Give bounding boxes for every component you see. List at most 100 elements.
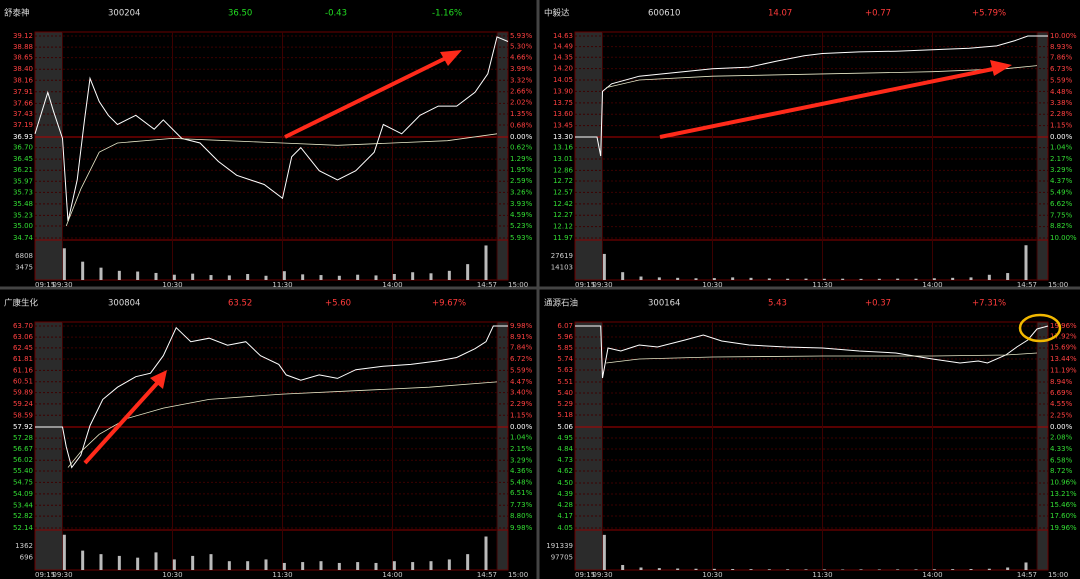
y-tick-label: 37.19 — [13, 121, 33, 129]
price-change: +5.60 — [325, 299, 351, 309]
volume-bar — [804, 278, 808, 280]
x-tick-label: 14:57 — [477, 281, 497, 289]
y2-tick-label: 8.94% — [1050, 378, 1073, 386]
volume-bar — [337, 275, 341, 280]
y2-tick-label: 1.95% — [510, 166, 533, 174]
y2-tick-label: 5.48% — [510, 478, 533, 486]
volume-bar — [859, 278, 863, 280]
y-tick-label: 4.05 — [557, 524, 573, 532]
y2-tick-label: 3.93% — [510, 200, 533, 208]
volume-bar — [969, 568, 973, 570]
y-tick-label: 39.12 — [13, 32, 33, 40]
stock-name: 中毅达 — [544, 8, 570, 19]
y2-tick-label: 5.93% — [510, 32, 533, 40]
y2-tick-label: 3.40% — [510, 389, 533, 397]
volume-bar — [319, 275, 323, 280]
y-tick-label: 4.62 — [557, 467, 573, 475]
y2-tick-label: 2.25% — [1050, 412, 1073, 420]
stock-panel: 舒泰神 300204 36.50 -0.43 -1.16% 39.12 38.88 38.65… — [4, 8, 533, 290]
volume-bar — [356, 562, 360, 570]
y2-tick-label: 5.23% — [510, 222, 533, 230]
y2-tick-label: 4.66% — [510, 54, 533, 62]
y2-tick-label: 4.47% — [510, 378, 533, 386]
last-price: 5.43 — [768, 299, 787, 309]
y2-tick-label: 6.58% — [1050, 456, 1073, 464]
y-tick-label: 54.09 — [13, 490, 33, 498]
y2-tick-label: 4.59% — [510, 211, 533, 219]
y2-tick-label: 3.32% — [510, 76, 533, 84]
auction-zone — [575, 32, 603, 280]
volume-bar — [786, 278, 790, 280]
y-tick-label: 6.07 — [557, 322, 573, 330]
x-tick-label: 11:30 — [272, 571, 292, 579]
y2-tick-label: 4.36% — [510, 467, 533, 475]
y2-tick-label: 5.93% — [510, 234, 533, 242]
y2-tick-label: 6.62% — [1050, 200, 1073, 208]
auction-zone — [35, 322, 63, 570]
stock-code: 300204 — [108, 9, 140, 19]
volume-bar — [749, 569, 753, 570]
volume-bar — [987, 568, 991, 570]
y-tick-label: 14.05 — [553, 76, 573, 84]
volume-bar — [786, 569, 790, 570]
y2-tick-label: 3.29% — [1050, 166, 1073, 174]
y2-tick-label: 8.82% — [1050, 222, 1073, 230]
volume-bar — [484, 536, 488, 570]
y-tick-label: 57.92 — [13, 423, 33, 431]
y2-tick-label: 7.75% — [1050, 211, 1073, 219]
volume-bar — [411, 562, 415, 570]
y2-tick-label: 5.59% — [1050, 77, 1073, 85]
volume-bar — [282, 271, 286, 280]
y-tick-label: 14.35 — [553, 53, 573, 61]
y2-tick-label: 4.37% — [1050, 177, 1073, 185]
y-tick-label: 58.59 — [13, 411, 33, 419]
price-line — [35, 325, 508, 469]
y-tick-label: 14.20 — [553, 65, 573, 73]
volume-bar — [301, 562, 305, 570]
change-percent: +9.67% — [432, 299, 466, 309]
volume-bar — [767, 569, 771, 570]
y2-tick-label: 3.38% — [1050, 99, 1073, 107]
y2-tick-label: 19.96% — [1050, 524, 1077, 532]
volume-bar — [877, 278, 881, 280]
y-tick-label: 5.40 — [557, 389, 573, 397]
y-tick-label: 5.51 — [557, 378, 573, 386]
volume-bar — [877, 569, 881, 570]
y2-tick-label: 5.49% — [1050, 188, 1073, 196]
volume-bar — [392, 561, 396, 570]
x-tick-label: 09:15 — [575, 571, 595, 579]
y-tick-label: 5.63 — [557, 366, 573, 374]
volume-bar — [1006, 273, 1010, 280]
volume-bar — [1024, 245, 1028, 280]
last-price: 36.50 — [228, 9, 252, 19]
auction-zone — [35, 32, 63, 280]
y-tick-label: 13.60 — [553, 110, 573, 118]
y2-tick-label: 15.46% — [1050, 501, 1077, 509]
y2-tick-label: 3.29% — [510, 456, 533, 464]
volume-bar — [731, 277, 735, 280]
x-tick-label: 09:15 — [35, 281, 55, 289]
y-tick-label: 5.06 — [557, 423, 573, 431]
volume-bar — [484, 245, 488, 280]
volume-bar — [374, 275, 378, 280]
x-tick-label: 09:30 — [52, 281, 72, 289]
x-tick-label: 15:00 — [1048, 571, 1068, 579]
average-line — [65, 133, 498, 227]
volume-bar — [914, 278, 918, 280]
y-tick-label: 52.82 — [13, 512, 33, 520]
y-tick-label: 4.28 — [557, 501, 573, 509]
x-tick-label: 14:00 — [922, 571, 942, 579]
y2-tick-label: 2.66% — [510, 88, 533, 96]
annotation-arrow — [83, 378, 162, 465]
x-tick-label: 14:57 — [477, 571, 497, 579]
y2-tick-label: 17.92% — [1050, 332, 1077, 340]
y2-tick-label: 10.00% — [1050, 234, 1077, 242]
volume-bar — [117, 270, 121, 280]
x-tick-label: 11:30 — [812, 571, 832, 579]
y-tick-label: 12.27 — [553, 211, 573, 219]
volume-bar — [767, 278, 771, 280]
y-tick-label: 4.50 — [557, 479, 573, 487]
volume-bar — [932, 569, 936, 570]
price-line — [575, 325, 1049, 379]
